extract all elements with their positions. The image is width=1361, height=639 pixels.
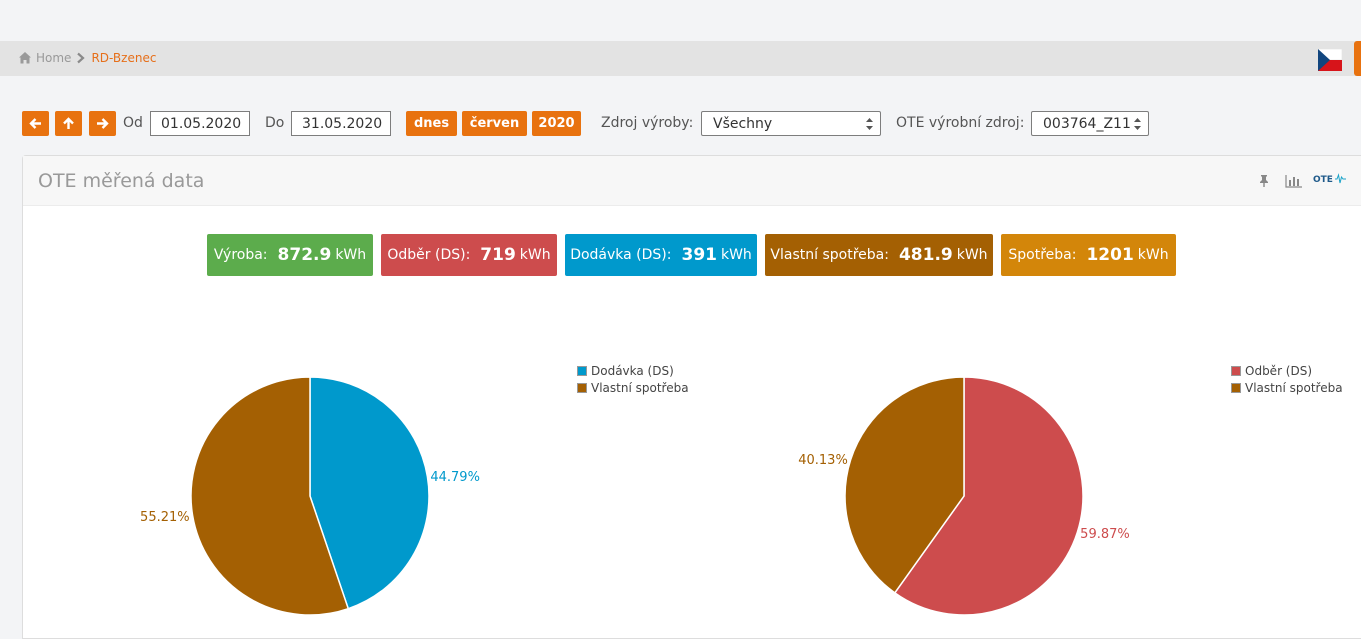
legend-label: Vlastní spotřeba bbox=[1245, 381, 1343, 395]
stat-vyroba: Výroba: 872.9 kWh bbox=[207, 234, 373, 276]
breadcrumb-current[interactable]: RD-Bzenec bbox=[91, 51, 157, 65]
chevron-right-icon bbox=[77, 52, 86, 64]
legend-swatch bbox=[577, 383, 587, 393]
stat-value: 391 bbox=[681, 245, 717, 265]
do-label: Do bbox=[265, 115, 285, 131]
stat-label: Dodávka (DS): bbox=[570, 247, 672, 263]
breadcrumb: Home RD-Bzenec bbox=[18, 51, 156, 65]
legend-item[interactable]: Dodávka (DS) bbox=[577, 364, 674, 378]
pie-data-label: 59.87% bbox=[1080, 527, 1130, 542]
od-label: Od bbox=[123, 115, 143, 131]
today-button[interactable]: dnes bbox=[406, 111, 457, 136]
panel-header: OTE měřená data OTE bbox=[23, 156, 1361, 206]
stat-unit: kWh bbox=[335, 247, 367, 263]
ote-source-select[interactable]: 003764_Z11 bbox=[1031, 111, 1149, 136]
legend-item[interactable]: Vlastní spotřeba bbox=[1231, 381, 1343, 395]
date-to-input[interactable]: 31.05.2020 bbox=[291, 111, 391, 136]
pie-data-label: 44.79% bbox=[430, 470, 480, 485]
month-button[interactable]: červen bbox=[462, 111, 527, 136]
prev-period-button[interactable] bbox=[22, 111, 49, 136]
stat-value: 719 bbox=[480, 245, 516, 265]
stat-label: Vlastní spotřeba: bbox=[770, 247, 889, 263]
arrow-right-icon bbox=[97, 118, 109, 129]
stat-dodavka: Dodávka (DS): 391 kWh bbox=[565, 234, 757, 276]
ote-label: OTE výrobní zdroj: bbox=[896, 115, 1025, 131]
breadcrumb-home-link[interactable]: Home bbox=[36, 51, 72, 65]
zdroj-select-value: Všechny bbox=[713, 115, 773, 132]
legend-label: Dodávka (DS) bbox=[591, 364, 674, 378]
pie-slice[interactable] bbox=[190, 376, 350, 616]
legend-label: Vlastní spotřeba bbox=[591, 381, 689, 395]
legend-label: Odběr (DS) bbox=[1245, 364, 1313, 378]
pie-data-label: 40.13% bbox=[798, 453, 848, 468]
pie-chart-dodavka: 44.79% 55.21% bbox=[140, 376, 480, 616]
bar-chart-icon[interactable] bbox=[1285, 174, 1303, 188]
breadcrumb-bar: Home RD-Bzenec bbox=[0, 41, 1361, 76]
pie-slice[interactable] bbox=[893, 376, 1084, 616]
zdroj-label: Zdroj výroby: bbox=[601, 115, 694, 131]
panel-title: OTE měřená data bbox=[38, 170, 205, 192]
pie-chart-odber: 59.87% 40.13% bbox=[798, 376, 1130, 616]
pie-slice[interactable] bbox=[309, 376, 430, 610]
stat-unit: kWh bbox=[519, 247, 551, 263]
select-arrows-icon bbox=[1134, 118, 1141, 130]
stat-label: Spotřeba: bbox=[1008, 247, 1077, 263]
stat-label: Odběr (DS): bbox=[387, 247, 471, 263]
arrow-up-icon bbox=[63, 117, 74, 129]
legend-item[interactable]: Vlastní spotřeba bbox=[577, 381, 689, 395]
home-icon bbox=[19, 52, 31, 64]
side-tab[interactable] bbox=[1354, 41, 1361, 76]
select-arrows-icon bbox=[866, 118, 873, 130]
stat-unit: kWh bbox=[956, 247, 988, 263]
pie-data-label: 55.21% bbox=[140, 510, 190, 525]
next-period-button[interactable] bbox=[89, 111, 116, 136]
stat-spotreba: Spotřeba: 1201 kWh bbox=[1001, 234, 1176, 276]
up-period-button[interactable] bbox=[55, 111, 82, 136]
year-button[interactable]: 2020 bbox=[532, 111, 581, 136]
legend-swatch bbox=[1231, 383, 1241, 393]
stat-odber: Odběr (DS): 719 kWh bbox=[381, 234, 557, 276]
ote-source-select-value: 003764_Z11 bbox=[1043, 115, 1131, 132]
stat-value: 1201 bbox=[1086, 245, 1134, 265]
stat-unit: kWh bbox=[1137, 247, 1169, 263]
pie-slice[interactable] bbox=[844, 376, 965, 594]
legend-swatch bbox=[577, 366, 587, 376]
arrow-left-icon bbox=[29, 118, 41, 129]
czech-flag-icon[interactable] bbox=[1318, 49, 1342, 71]
stat-value: 872.9 bbox=[277, 245, 332, 265]
date-from-input[interactable]: 01.05.2020 bbox=[150, 111, 250, 136]
legend-item[interactable]: Odběr (DS) bbox=[1231, 364, 1312, 378]
stat-unit: kWh bbox=[720, 247, 752, 263]
zdroj-select[interactable]: Všechny bbox=[701, 111, 881, 136]
stat-label: Výroba: bbox=[213, 247, 268, 263]
ote-logo-icon[interactable]: OTE bbox=[1313, 172, 1347, 186]
stat-vlastni-spotreba: Vlastní spotřeba: 481.9 kWh bbox=[765, 234, 993, 276]
svg-text:OTE: OTE bbox=[1313, 175, 1333, 185]
stat-value: 481.9 bbox=[898, 245, 953, 265]
legend-swatch bbox=[1231, 366, 1241, 376]
pin-icon[interactable] bbox=[1258, 174, 1270, 188]
ote-data-panel: OTE měřená data OTE Výroba: 872.9 kWh Od… bbox=[22, 155, 1361, 639]
